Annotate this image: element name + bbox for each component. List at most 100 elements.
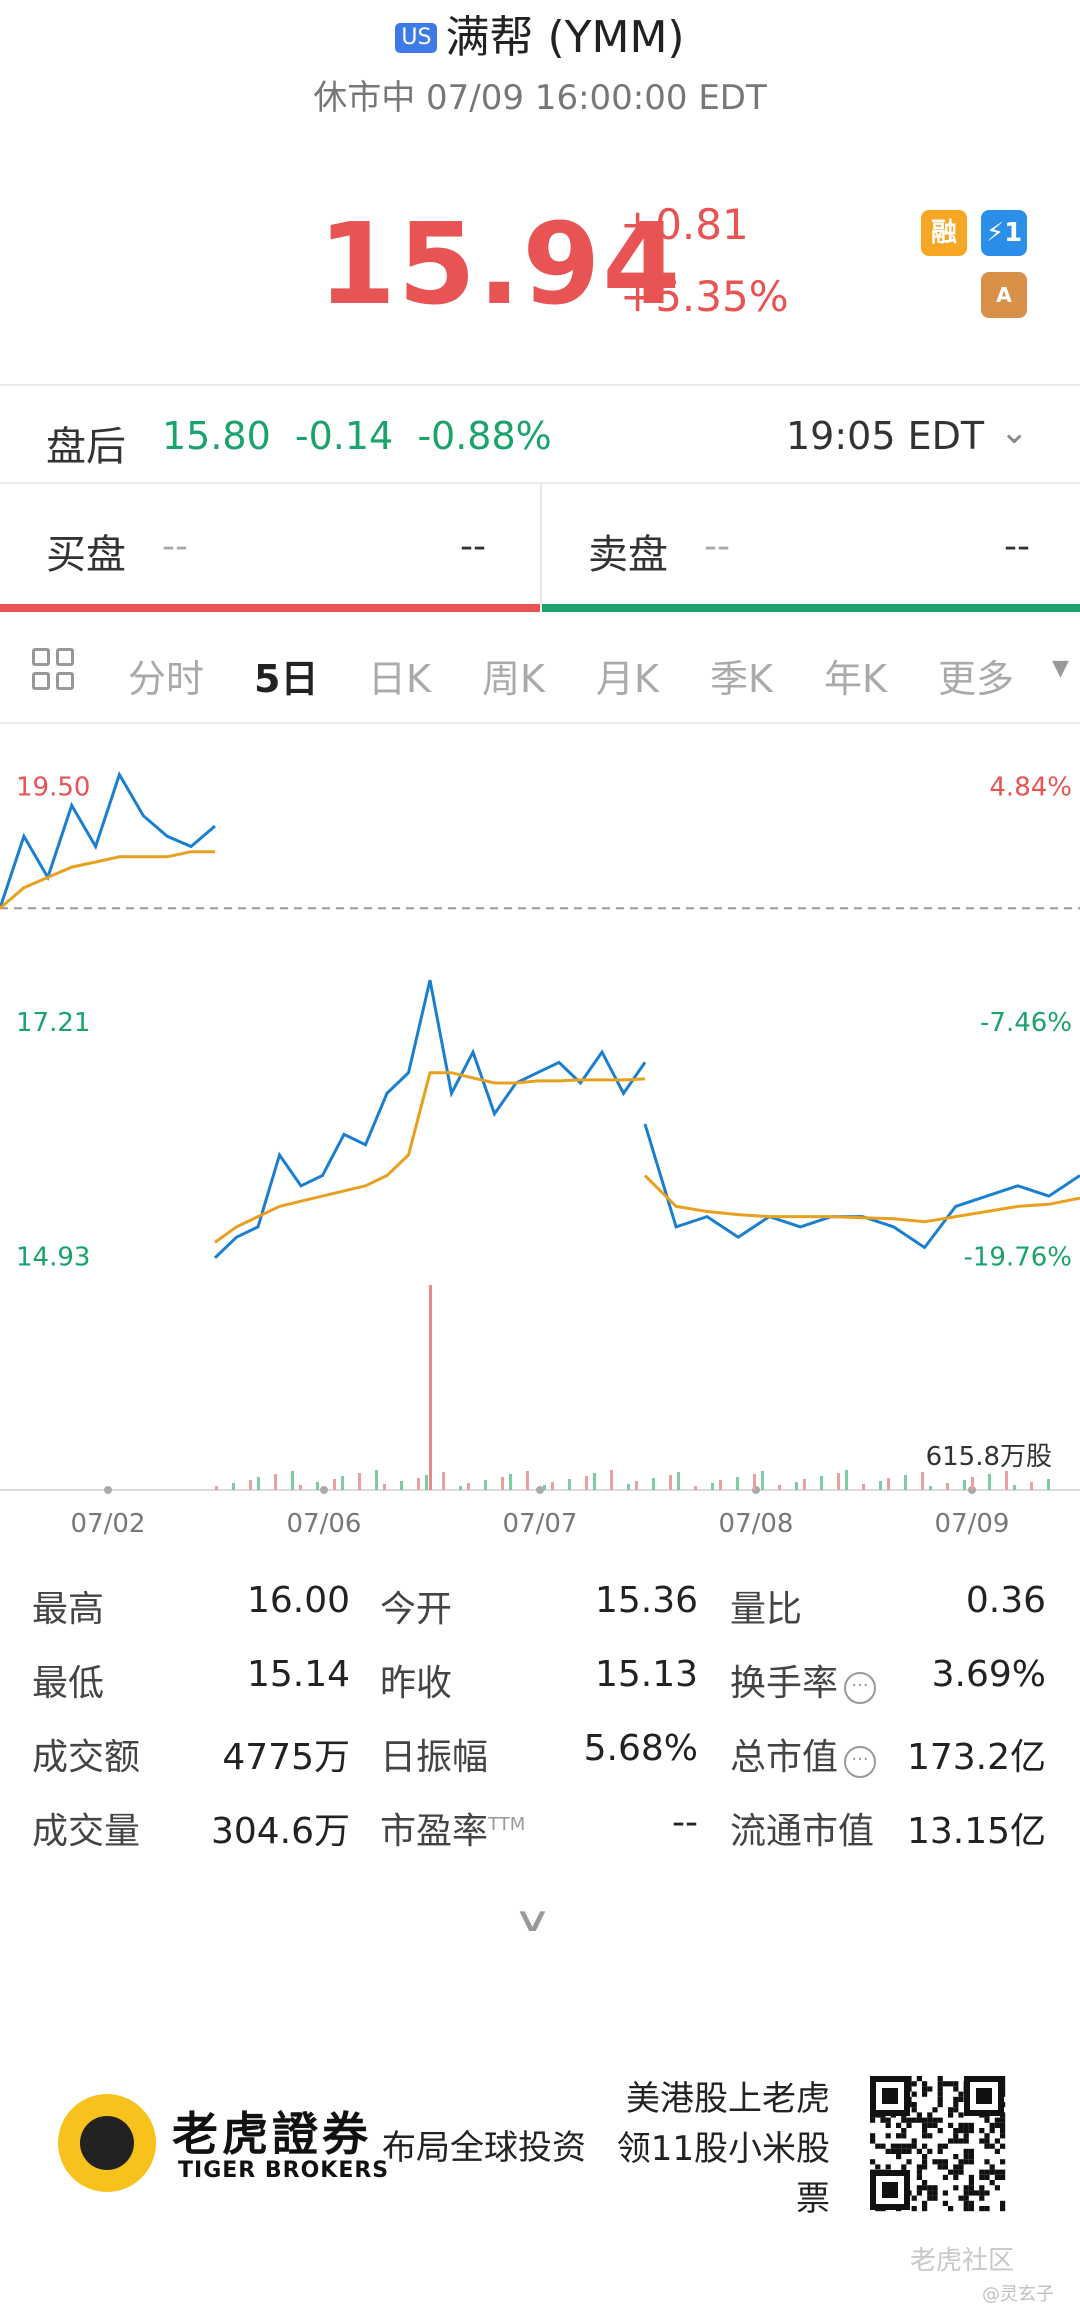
x-tick-dot	[320, 1486, 328, 1494]
volume-bar	[417, 1478, 420, 1490]
stat-label: 总市值 ···	[730, 1728, 877, 1780]
qr-module	[953, 2138, 959, 2144]
qr-module	[1000, 2117, 1006, 2123]
qr-module	[989, 2128, 995, 2134]
tab-yearly-k[interactable]: 年K	[824, 657, 887, 701]
after-hours-time[interactable]: 19:05 EDT	[786, 414, 985, 458]
lightning-icon[interactable]: ⚡1	[981, 210, 1027, 256]
qr-module	[963, 2154, 969, 2160]
price-chart[interactable]: 19.50 17.21 14.93 4.84% -7.46% -19.76% 615.8万股…	[0, 720, 1080, 1560]
volume-bar	[929, 1486, 932, 1490]
volume-bar	[753, 1474, 756, 1490]
qr-module	[916, 2148, 922, 2154]
tab-monthly-k[interactable]: 月K	[596, 657, 659, 701]
qr-module	[942, 2081, 948, 2087]
tab-intraday[interactable]: 分时	[128, 657, 205, 701]
stat-label-text: 成交量	[32, 1811, 141, 1852]
stat-label-text: 总市值	[730, 1737, 839, 1778]
qr-module	[901, 2164, 907, 2170]
qr-module	[896, 2122, 902, 2128]
stat-label-text: 最高	[32, 1589, 105, 1630]
qr-module	[963, 2122, 969, 2128]
volume-bar	[904, 1475, 907, 1490]
qr-module	[922, 2133, 928, 2139]
qr-module	[1000, 2122, 1006, 2128]
after-hours-label: 盘后	[46, 424, 126, 470]
qr-module	[937, 2128, 943, 2134]
qr-module	[922, 2180, 928, 2186]
volume-bar	[593, 1473, 596, 1490]
qr-module	[953, 2102, 959, 2108]
volume-bar	[1030, 1482, 1033, 1490]
qr-module	[958, 2195, 964, 2201]
qr-module	[901, 2128, 907, 2134]
bid-strength-bar	[0, 604, 540, 612]
stat-label: 成交额	[32, 1728, 140, 1780]
caret-down-icon[interactable]: ▼	[1052, 656, 1069, 681]
price-change: +0.81	[620, 200, 749, 249]
qr-module	[948, 2206, 954, 2212]
qr-module	[916, 2117, 922, 2123]
qr-module	[989, 2122, 995, 2128]
qr-module	[1000, 2133, 1006, 2139]
tab-more[interactable]: 更多	[938, 657, 1015, 701]
volume-bar	[627, 1484, 630, 1490]
qr-module	[963, 2185, 969, 2191]
qr-module	[979, 2128, 985, 2134]
qr-module	[922, 2164, 928, 2170]
qr-module	[942, 2200, 948, 2206]
qr-module	[937, 2102, 943, 2108]
qr-module	[994, 2174, 1000, 2180]
qr-module	[958, 2122, 964, 2128]
volume-bar	[526, 1471, 529, 1490]
margin-icon[interactable]: 融	[921, 210, 967, 256]
tab-weekly-k[interactable]: 周K	[482, 657, 545, 701]
layers-icon[interactable]: A	[981, 272, 1027, 318]
chevron-down-icon[interactable]: ∨	[512, 1900, 553, 1940]
volume-bar	[543, 1485, 546, 1490]
stat-value: 4775万	[222, 1737, 350, 1778]
info-icon[interactable]: ···	[844, 1672, 877, 1704]
qr-module	[953, 2169, 959, 2175]
chevron-down-icon[interactable]: ⌄	[1000, 412, 1029, 452]
qr-module	[922, 2185, 928, 2191]
qr-module	[989, 2180, 995, 2186]
qr-module	[875, 2143, 881, 2149]
qr-module	[958, 2164, 964, 2170]
qr-module	[906, 2122, 912, 2128]
tab-quarterly-k[interactable]: 季K	[710, 657, 773, 701]
qr-module	[989, 2164, 995, 2170]
volume-bar	[257, 1477, 260, 1490]
qr-module	[1000, 2174, 1006, 2180]
qr-module	[948, 2107, 954, 2113]
qr-module	[963, 2206, 969, 2212]
volume-bar	[803, 1479, 806, 1490]
info-icon[interactable]: ···	[844, 1746, 877, 1778]
qr-module	[896, 2133, 902, 2139]
qr-module	[953, 2086, 959, 2092]
volume-bar	[442, 1472, 445, 1490]
series-line-1	[0, 850, 215, 910]
tab-5day[interactable]: 5日	[254, 657, 319, 701]
qr-module	[932, 2159, 938, 2165]
qr-module	[953, 2096, 959, 2102]
stat-label: 最高	[32, 1580, 104, 1632]
stat-label-text: 今开	[380, 1589, 453, 1630]
qr-module	[927, 2148, 933, 2154]
tab-daily-k[interactable]: 日K	[368, 657, 431, 701]
qr-module	[911, 2206, 917, 2212]
stat-label: 今开	[380, 1580, 452, 1632]
qr-finder	[882, 2088, 898, 2104]
qr-module	[901, 2133, 907, 2139]
watermark-user: @灵玄子	[982, 2284, 1054, 2305]
grid-icon[interactable]	[32, 648, 78, 694]
qr-module	[927, 2195, 933, 2201]
x-tick-dot	[536, 1486, 544, 1494]
stock-name: 满帮 (YMM)	[445, 12, 685, 63]
qr-module	[885, 2117, 891, 2123]
qr-module	[968, 2154, 974, 2160]
qr-module	[963, 2190, 969, 2196]
qr-module	[968, 2206, 974, 2212]
qr-module	[901, 2148, 907, 2154]
qr-module	[963, 2148, 969, 2154]
